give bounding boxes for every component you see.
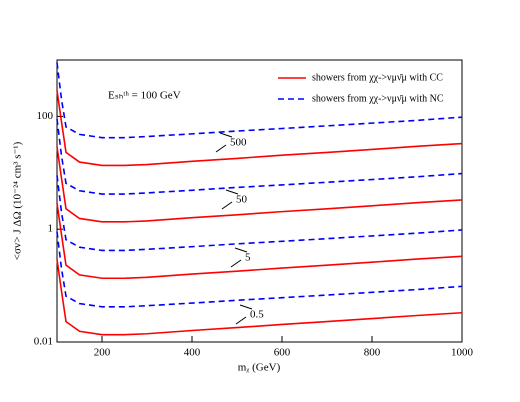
legend-label: showers from χχ->νμν̄μ with NC [312, 93, 444, 104]
x-tick-label: 800 [364, 347, 381, 359]
series-line [56, 146, 463, 223]
x-tick-label: 600 [274, 347, 291, 359]
x-tick-label: 1000 [451, 347, 474, 359]
y-tick-label: 0.01 [34, 336, 53, 348]
label-leader [215, 144, 227, 153]
series-line [56, 175, 463, 252]
plot-frame [56, 59, 463, 343]
curve-label: 500 [230, 137, 247, 149]
label-leader [221, 201, 233, 210]
x-tick-label: 400 [184, 347, 201, 359]
curve-label: 0.5 [250, 309, 264, 321]
x-axis-label: mᵪ (GeV) [238, 362, 281, 374]
series-line [56, 203, 463, 280]
series-line [56, 259, 463, 336]
y-tick-label: 100 [37, 110, 54, 122]
y-tick-label: 1 [48, 223, 54, 235]
label-leader [234, 247, 248, 253]
series-line [56, 62, 463, 139]
series-line [56, 90, 463, 167]
y-axis-label: <σv> J ΔΩ (10⁻²⁴ cm³ s⁻¹) [12, 141, 24, 260]
label-leader [235, 316, 247, 325]
label-leader [219, 132, 233, 138]
series-line [56, 231, 463, 308]
curve-label: 50 [236, 194, 248, 206]
legend-label: showers from χχ->νμν̄μ with CC [312, 72, 443, 83]
label-leader [225, 189, 239, 195]
annotation: Eₛₕᵗʰ = 100 GeV [108, 90, 181, 102]
series-line [56, 118, 463, 195]
label-leader [230, 259, 242, 268]
x-tick-label: 200 [94, 347, 111, 359]
curve-label: 5 [245, 252, 251, 264]
label-leader [239, 304, 253, 310]
